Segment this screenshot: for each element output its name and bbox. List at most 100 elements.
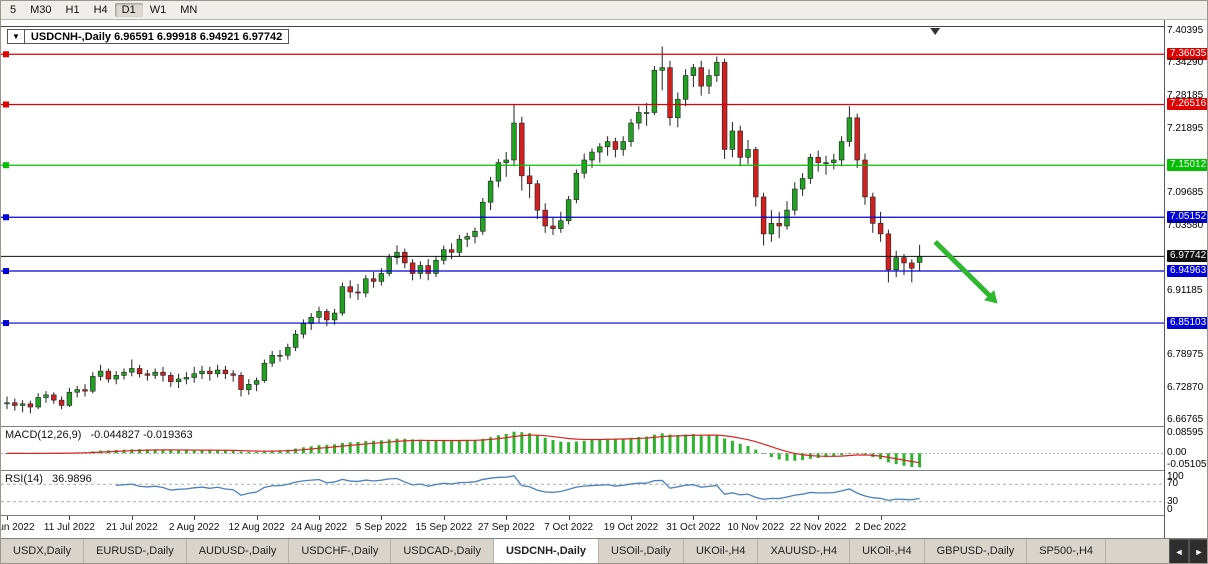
time-tick: [194, 516, 196, 520]
candle: [721, 58, 728, 159]
trend-arrow[interactable]: [933, 240, 993, 300]
candle: [43, 391, 49, 403]
candle: [495, 158, 502, 188]
candle: [183, 372, 190, 385]
candle: [238, 372, 244, 397]
candle: [370, 271, 377, 288]
symbol-tab[interactable]: UKOil-,H4: [850, 539, 925, 563]
price-axis-label: 7.34290: [1167, 57, 1204, 69]
one-click-trading-collapse-icon[interactable]: ▼: [8, 30, 25, 43]
timeframe-button-m30[interactable]: M30: [23, 3, 58, 17]
rsi-axis-label: 100: [1167, 471, 1184, 482]
timeframe-button-mn[interactable]: MN: [173, 3, 204, 17]
candle: [35, 393, 41, 410]
date-label: 10 Nov 2022: [727, 522, 785, 533]
horizontal-level-line[interactable]: [1, 320, 1164, 327]
timeframe-button-d1[interactable]: D1: [114, 3, 143, 17]
time-scale[interactable]: 29 Jun 2022 11 Jul 2022 21 Jul 2022 2 Aug 2…: [1, 516, 1164, 538]
date-label: 11 Jul 2022: [43, 522, 95, 533]
candle: [66, 388, 73, 407]
macd-pane-canvas[interactable]: [1, 427, 1164, 470]
price-axis-label: 6.72870: [1167, 381, 1204, 393]
candle: [58, 396, 65, 410]
time-tick: [319, 516, 320, 520]
symbol-tab[interactable]: USOil-,Daily: [599, 539, 684, 563]
timeframe-button-w1[interactable]: W1: [143, 3, 174, 17]
price-level-badge: 7.15012: [1167, 159, 1207, 172]
candle: [862, 153, 868, 205]
price-level-badge: 7.36035: [1167, 48, 1207, 61]
horizontal-level-line[interactable]: [1, 268, 1164, 275]
macd-axis-label: 0.00: [1167, 447, 1187, 459]
chart-shift-marker[interactable]: [930, 28, 941, 35]
candle: [113, 371, 119, 385]
pane-divider[interactable]: [1, 426, 1207, 427]
candle: [877, 211, 884, 242]
candle: [300, 319, 307, 339]
price-level-badge: 7.26516: [1167, 98, 1207, 111]
tab-nav-right-button[interactable]: ►: [1189, 539, 1207, 563]
candle: [690, 63, 697, 88]
candle: [19, 400, 26, 413]
rsi-axis-labels: 100 70 30 0: [1165, 471, 1207, 515]
candle: [550, 217, 556, 235]
price-scale[interactable]: 7.40395 7.36035 7.34290 7.28185 7.26516 7.218…: [1164, 20, 1208, 538]
symbol-tab[interactable]: UKOil-,H4: [683, 539, 759, 563]
time-tick: [755, 516, 757, 520]
horizontal-level-line[interactable]: [1, 214, 1164, 221]
candle: [90, 372, 96, 394]
candle: [464, 232, 470, 248]
candle: [636, 106, 642, 130]
date-label: 31 Oct 2022: [666, 522, 721, 533]
symbol-tab[interactable]: EURUSD-,Daily: [84, 539, 187, 563]
candle: [191, 366, 197, 383]
candle: [565, 195, 572, 225]
horizontal-level-line[interactable]: [1, 51, 1164, 58]
candle: [277, 350, 283, 362]
macd-values: -0.044827 -0.019363: [90, 429, 193, 441]
candle: [175, 373, 182, 388]
timeframe-button-5[interactable]: 5: [3, 3, 23, 17]
price-chart-canvas[interactable]: [1, 27, 1164, 426]
candle: [480, 198, 486, 235]
candle: [199, 365, 205, 380]
price-level-badge: 6.94963: [1167, 265, 1207, 278]
candle: [214, 364, 221, 378]
symbol-tab[interactable]: SP500-,H4: [1027, 539, 1107, 563]
horizontal-level-line[interactable]: [1, 162, 1164, 169]
price-axis-label: 6.91185: [1167, 284, 1203, 296]
time-tick: [131, 516, 133, 520]
candle: [74, 385, 80, 398]
candle: [745, 139, 751, 165]
date-label: 2 Dec 2022: [855, 522, 907, 533]
symbol-tab[interactable]: USDX,Daily: [1, 539, 85, 563]
symbol-tab[interactable]: USDCHF-,Daily: [289, 539, 392, 563]
candle: [230, 370, 236, 382]
candle: [675, 92, 681, 128]
symbol-tab[interactable]: GBPUSD-,Daily: [924, 539, 1028, 563]
price-axis-label: 6.66765: [1167, 413, 1204, 425]
candle: [558, 211, 564, 233]
candle: [355, 284, 361, 300]
candle: [425, 259, 431, 281]
candle: [573, 169, 580, 204]
symbol-tab[interactable]: AUDUSD-,Daily: [186, 539, 290, 563]
tab-nav-left-button[interactable]: ◄: [1169, 539, 1189, 563]
candle: [760, 192, 767, 246]
date-label: 22 Nov 2022: [789, 522, 847, 533]
candle: [246, 379, 252, 395]
pane-divider[interactable]: [1, 470, 1207, 471]
candle: [152, 368, 158, 380]
symbol-tab[interactable]: USDCNH-,Daily: [493, 539, 600, 563]
macd-histogram: [5, 431, 922, 468]
horizontal-level-line[interactable]: [1, 101, 1164, 108]
macd-axis-label: -0.051055: [1167, 459, 1208, 470]
timeframe-button-h1[interactable]: H1: [59, 3, 87, 17]
timeframe-button-h4[interactable]: H4: [87, 3, 115, 17]
date-label: 19 Oct 2022: [603, 522, 659, 533]
candle: [82, 384, 88, 397]
rsi-pane-canvas[interactable]: [1, 471, 1164, 515]
candle: [792, 182, 798, 216]
symbol-tab[interactable]: USDCAD-,Daily: [391, 539, 494, 563]
symbol-tab[interactable]: XAUUSD-,H4: [758, 539, 851, 563]
